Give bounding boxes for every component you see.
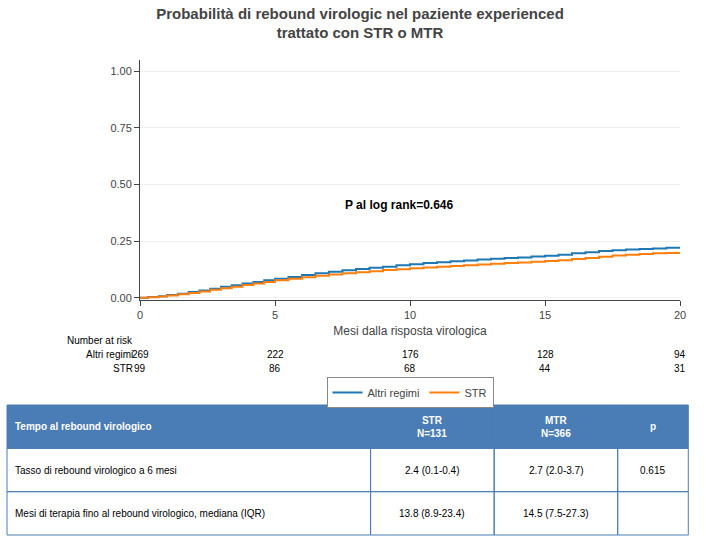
svg-text:176: 176 — [402, 349, 419, 360]
svg-text:2.7 (2.0-3.7): 2.7 (2.0-3.7) — [529, 465, 583, 476]
svg-text:269: 269 — [132, 349, 149, 360]
svg-text:Probabilità di rebound virolog: Probabilità di rebound virologic nel paz… — [156, 5, 564, 42]
svg-text:0.00: 0.00 — [110, 292, 131, 304]
svg-text:31: 31 — [674, 363, 686, 374]
svg-text:P al log rank=0.646: P al log rank=0.646 — [345, 198, 454, 212]
svg-text:p: p — [650, 421, 656, 432]
svg-text:STR: STR — [113, 363, 133, 374]
svg-text:15: 15 — [539, 309, 551, 321]
svg-text:5: 5 — [272, 309, 278, 321]
svg-text:13.8 (8.9-23.4): 13.8 (8.9-23.4) — [399, 508, 465, 519]
svg-text:10: 10 — [404, 309, 416, 321]
svg-text:MTRN=366: MTRN=366 — [541, 415, 571, 439]
svg-text:94: 94 — [674, 349, 686, 360]
svg-text:222: 222 — [267, 349, 284, 360]
svg-text:STR: STR — [464, 387, 486, 399]
svg-text:44: 44 — [539, 363, 551, 374]
svg-text:0.50: 0.50 — [110, 178, 131, 190]
svg-text:Altri regimi: Altri regimi — [368, 387, 420, 399]
svg-text:86: 86 — [269, 363, 281, 374]
svg-text:99: 99 — [134, 363, 146, 374]
svg-text:0.75: 0.75 — [110, 122, 131, 134]
svg-text:128: 128 — [537, 349, 554, 360]
svg-text:68: 68 — [404, 363, 416, 374]
svg-text:1.00: 1.00 — [110, 65, 131, 77]
svg-text:Tempo al rebound virologico: Tempo al rebound virologico — [15, 421, 152, 432]
svg-text:Mesi di terapia fino al reboun: Mesi di terapia fino al rebound virologi… — [15, 508, 265, 519]
svg-text:Altri regimi: Altri regimi — [86, 349, 133, 360]
svg-text:Number at risk: Number at risk — [67, 335, 133, 346]
svg-text:Mesi dalla risposta virologica: Mesi dalla risposta virologica — [333, 324, 487, 338]
svg-text:2.4 (0.1-0.4): 2.4 (0.1-0.4) — [405, 465, 459, 476]
svg-text:0.25: 0.25 — [110, 235, 131, 247]
svg-text:0.615: 0.615 — [640, 465, 665, 476]
svg-text:14.5 (7.5-27.3): 14.5 (7.5-27.3) — [523, 508, 589, 519]
svg-text:20: 20 — [674, 309, 686, 321]
svg-text:0: 0 — [137, 309, 143, 321]
svg-text:STRN=131: STRN=131 — [417, 415, 447, 439]
svg-text:Tasso di rebound virologico a: Tasso di rebound virologico a 6 mesi — [15, 465, 177, 476]
